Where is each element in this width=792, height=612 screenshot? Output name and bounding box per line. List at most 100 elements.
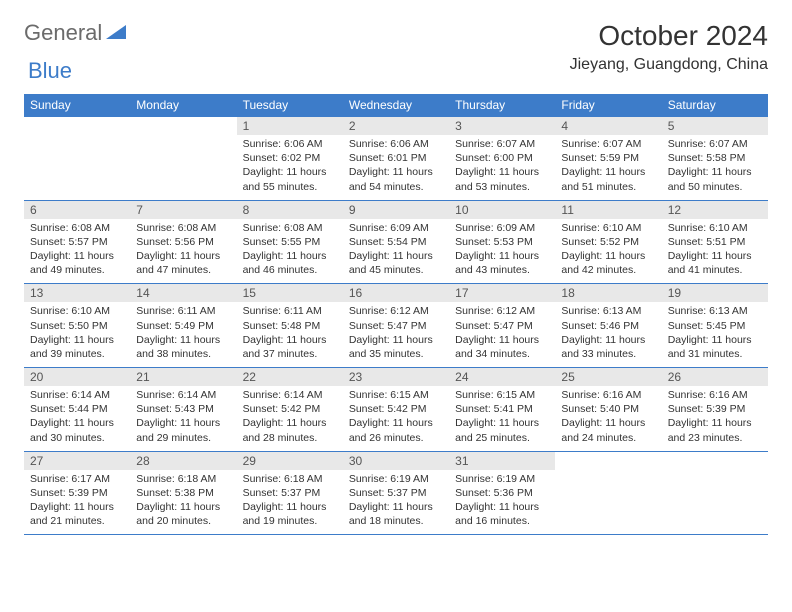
location: Jieyang, Guangdong, China bbox=[570, 56, 768, 74]
day-number: 29 bbox=[237, 452, 343, 470]
day-number: 11 bbox=[555, 201, 661, 219]
day-number: 27 bbox=[24, 452, 130, 470]
day-info: Sunrise: 6:11 AMSunset: 5:49 PMDaylight:… bbox=[130, 302, 236, 367]
empty-cell bbox=[555, 452, 661, 535]
logo-text-1: General bbox=[24, 20, 102, 46]
day-cell: 12Sunrise: 6:10 AMSunset: 5:51 PMDayligh… bbox=[662, 201, 768, 284]
month-title: October 2024 bbox=[570, 20, 768, 52]
day-cell: 4Sunrise: 6:07 AMSunset: 5:59 PMDaylight… bbox=[555, 117, 661, 200]
day-info: Sunrise: 6:07 AMSunset: 6:00 PMDaylight:… bbox=[449, 135, 555, 200]
day-number: 8 bbox=[237, 201, 343, 219]
week-row: 1Sunrise: 6:06 AMSunset: 6:02 PMDaylight… bbox=[24, 116, 768, 200]
logo-triangle-icon bbox=[106, 23, 126, 44]
day-info: Sunrise: 6:12 AMSunset: 5:47 PMDaylight:… bbox=[343, 302, 449, 367]
day-info: Sunrise: 6:13 AMSunset: 5:46 PMDaylight:… bbox=[555, 302, 661, 367]
day-info: Sunrise: 6:08 AMSunset: 5:56 PMDaylight:… bbox=[130, 219, 236, 284]
day-info: Sunrise: 6:14 AMSunset: 5:42 PMDaylight:… bbox=[237, 386, 343, 451]
title-block: October 2024 Jieyang, Guangdong, China bbox=[570, 20, 768, 74]
empty-cell bbox=[662, 452, 768, 535]
day-info: Sunrise: 6:16 AMSunset: 5:40 PMDaylight:… bbox=[555, 386, 661, 451]
day-cell: 7Sunrise: 6:08 AMSunset: 5:56 PMDaylight… bbox=[130, 201, 236, 284]
day-number: 26 bbox=[662, 368, 768, 386]
day-number: 13 bbox=[24, 284, 130, 302]
empty-cell bbox=[24, 117, 130, 200]
day-cell: 20Sunrise: 6:14 AMSunset: 5:44 PMDayligh… bbox=[24, 368, 130, 451]
day-number: 19 bbox=[662, 284, 768, 302]
day-cell: 26Sunrise: 6:16 AMSunset: 5:39 PMDayligh… bbox=[662, 368, 768, 451]
day-cell: 31Sunrise: 6:19 AMSunset: 5:36 PMDayligh… bbox=[449, 452, 555, 535]
day-number: 5 bbox=[662, 117, 768, 135]
day-cell: 22Sunrise: 6:14 AMSunset: 5:42 PMDayligh… bbox=[237, 368, 343, 451]
day-info: Sunrise: 6:19 AMSunset: 5:37 PMDaylight:… bbox=[343, 470, 449, 535]
day-info: Sunrise: 6:10 AMSunset: 5:51 PMDaylight:… bbox=[662, 219, 768, 284]
day-number: 24 bbox=[449, 368, 555, 386]
week-row: 27Sunrise: 6:17 AMSunset: 5:39 PMDayligh… bbox=[24, 451, 768, 536]
logo: General bbox=[24, 20, 128, 46]
day-cell: 8Sunrise: 6:08 AMSunset: 5:55 PMDaylight… bbox=[237, 201, 343, 284]
day-cell: 18Sunrise: 6:13 AMSunset: 5:46 PMDayligh… bbox=[555, 284, 661, 367]
day-header: Sunday bbox=[24, 94, 130, 116]
week-row: 6Sunrise: 6:08 AMSunset: 5:57 PMDaylight… bbox=[24, 200, 768, 284]
day-number: 28 bbox=[130, 452, 236, 470]
day-info: Sunrise: 6:10 AMSunset: 5:50 PMDaylight:… bbox=[24, 302, 130, 367]
day-number: 21 bbox=[130, 368, 236, 386]
day-number: 25 bbox=[555, 368, 661, 386]
day-number: 20 bbox=[24, 368, 130, 386]
day-header: Friday bbox=[555, 94, 661, 116]
day-info: Sunrise: 6:18 AMSunset: 5:38 PMDaylight:… bbox=[130, 470, 236, 535]
day-cell: 13Sunrise: 6:10 AMSunset: 5:50 PMDayligh… bbox=[24, 284, 130, 367]
day-info: Sunrise: 6:06 AMSunset: 6:02 PMDaylight:… bbox=[237, 135, 343, 200]
weeks-container: 1Sunrise: 6:06 AMSunset: 6:02 PMDaylight… bbox=[24, 116, 768, 535]
day-number: 18 bbox=[555, 284, 661, 302]
day-info: Sunrise: 6:07 AMSunset: 5:58 PMDaylight:… bbox=[662, 135, 768, 200]
day-number: 16 bbox=[343, 284, 449, 302]
day-info: Sunrise: 6:14 AMSunset: 5:43 PMDaylight:… bbox=[130, 386, 236, 451]
day-info: Sunrise: 6:15 AMSunset: 5:41 PMDaylight:… bbox=[449, 386, 555, 451]
day-info: Sunrise: 6:11 AMSunset: 5:48 PMDaylight:… bbox=[237, 302, 343, 367]
day-number: 23 bbox=[343, 368, 449, 386]
day-header: Tuesday bbox=[237, 94, 343, 116]
day-info: Sunrise: 6:12 AMSunset: 5:47 PMDaylight:… bbox=[449, 302, 555, 367]
day-cell: 24Sunrise: 6:15 AMSunset: 5:41 PMDayligh… bbox=[449, 368, 555, 451]
day-cell: 10Sunrise: 6:09 AMSunset: 5:53 PMDayligh… bbox=[449, 201, 555, 284]
day-cell: 21Sunrise: 6:14 AMSunset: 5:43 PMDayligh… bbox=[130, 368, 236, 451]
day-info: Sunrise: 6:08 AMSunset: 5:57 PMDaylight:… bbox=[24, 219, 130, 284]
day-number: 1 bbox=[237, 117, 343, 135]
day-cell: 29Sunrise: 6:18 AMSunset: 5:37 PMDayligh… bbox=[237, 452, 343, 535]
day-cell: 14Sunrise: 6:11 AMSunset: 5:49 PMDayligh… bbox=[130, 284, 236, 367]
day-number: 14 bbox=[130, 284, 236, 302]
day-number: 22 bbox=[237, 368, 343, 386]
empty-cell bbox=[130, 117, 236, 200]
day-cell: 1Sunrise: 6:06 AMSunset: 6:02 PMDaylight… bbox=[237, 117, 343, 200]
day-number: 15 bbox=[237, 284, 343, 302]
day-info: Sunrise: 6:09 AMSunset: 5:54 PMDaylight:… bbox=[343, 219, 449, 284]
day-number: 7 bbox=[130, 201, 236, 219]
day-cell: 9Sunrise: 6:09 AMSunset: 5:54 PMDaylight… bbox=[343, 201, 449, 284]
day-cell: 6Sunrise: 6:08 AMSunset: 5:57 PMDaylight… bbox=[24, 201, 130, 284]
week-row: 20Sunrise: 6:14 AMSunset: 5:44 PMDayligh… bbox=[24, 367, 768, 451]
day-number: 30 bbox=[343, 452, 449, 470]
day-info: Sunrise: 6:19 AMSunset: 5:36 PMDaylight:… bbox=[449, 470, 555, 535]
day-headers-row: SundayMondayTuesdayWednesdayThursdayFrid… bbox=[24, 94, 768, 116]
day-cell: 2Sunrise: 6:06 AMSunset: 6:01 PMDaylight… bbox=[343, 117, 449, 200]
day-info: Sunrise: 6:16 AMSunset: 5:39 PMDaylight:… bbox=[662, 386, 768, 451]
day-number: 17 bbox=[449, 284, 555, 302]
calendar: SundayMondayTuesdayWednesdayThursdayFrid… bbox=[24, 94, 768, 535]
day-info: Sunrise: 6:08 AMSunset: 5:55 PMDaylight:… bbox=[237, 219, 343, 284]
day-info: Sunrise: 6:15 AMSunset: 5:42 PMDaylight:… bbox=[343, 386, 449, 451]
day-info: Sunrise: 6:13 AMSunset: 5:45 PMDaylight:… bbox=[662, 302, 768, 367]
logo-text-2: Blue bbox=[28, 58, 72, 83]
day-header: Saturday bbox=[662, 94, 768, 116]
day-info: Sunrise: 6:06 AMSunset: 6:01 PMDaylight:… bbox=[343, 135, 449, 200]
day-number: 3 bbox=[449, 117, 555, 135]
day-number: 9 bbox=[343, 201, 449, 219]
day-cell: 15Sunrise: 6:11 AMSunset: 5:48 PMDayligh… bbox=[237, 284, 343, 367]
day-number: 6 bbox=[24, 201, 130, 219]
day-cell: 30Sunrise: 6:19 AMSunset: 5:37 PMDayligh… bbox=[343, 452, 449, 535]
day-cell: 11Sunrise: 6:10 AMSunset: 5:52 PMDayligh… bbox=[555, 201, 661, 284]
day-cell: 17Sunrise: 6:12 AMSunset: 5:47 PMDayligh… bbox=[449, 284, 555, 367]
day-info: Sunrise: 6:09 AMSunset: 5:53 PMDaylight:… bbox=[449, 219, 555, 284]
day-number: 12 bbox=[662, 201, 768, 219]
day-header: Thursday bbox=[449, 94, 555, 116]
day-cell: 3Sunrise: 6:07 AMSunset: 6:00 PMDaylight… bbox=[449, 117, 555, 200]
